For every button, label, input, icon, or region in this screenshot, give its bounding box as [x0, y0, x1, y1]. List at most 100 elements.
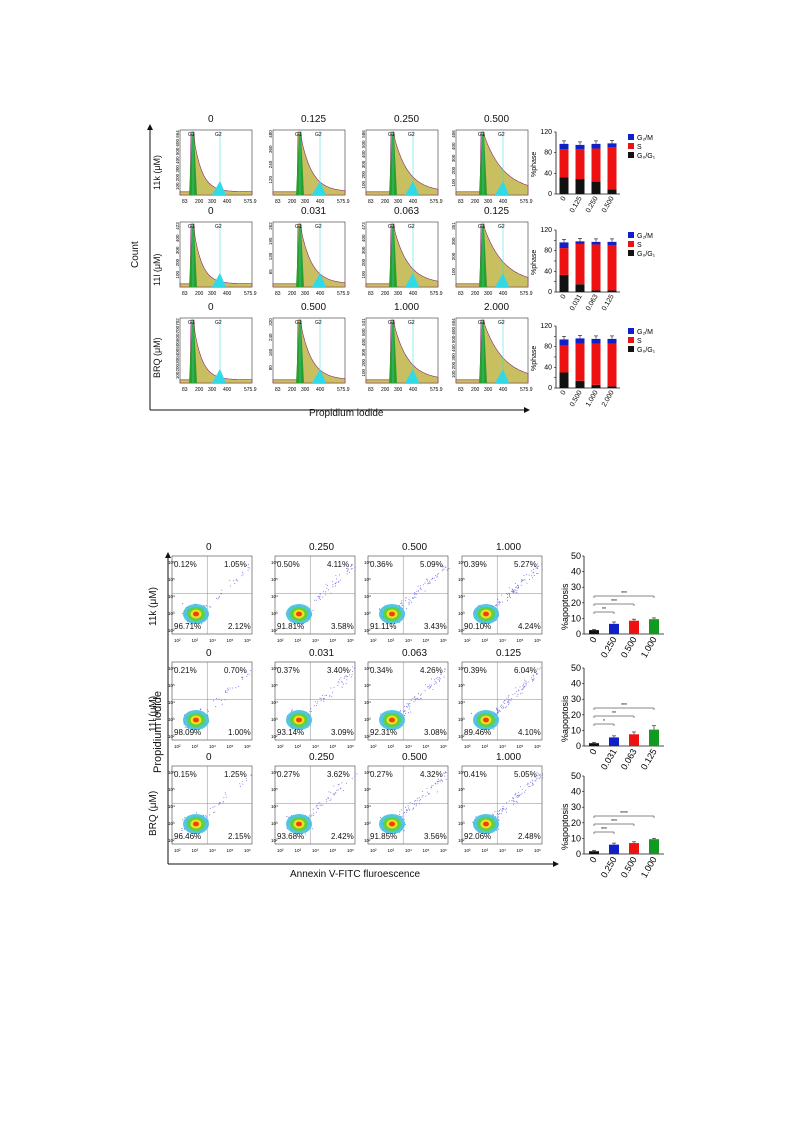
- dot-y-tick: 10²: [458, 838, 465, 843]
- concentration-label: 0.125: [484, 206, 510, 217]
- apoptosis-x-tick: 0.031: [599, 747, 619, 772]
- g2-peak-label: G2: [315, 320, 322, 326]
- quadrant-lr-percent: 1.00%: [228, 728, 251, 737]
- scatter-point: [403, 710, 405, 712]
- legend-label: G₂/M: [637, 329, 653, 336]
- scatter-point: [420, 799, 422, 801]
- scatter-point: [534, 780, 536, 782]
- g2-peak: [212, 369, 226, 383]
- hist-y-tick: 200: [361, 258, 366, 266]
- concentration-label: 0.500: [402, 752, 428, 763]
- scatter-point: [412, 807, 414, 809]
- dot-x-tick: 10⁴: [209, 638, 216, 643]
- plot-frame: [367, 661, 449, 741]
- scatter-point: [511, 589, 513, 591]
- quadrant-ul-percent: 0.27%: [277, 770, 300, 779]
- scatter-point: [506, 706, 508, 708]
- hist-y-tick: 100: [451, 268, 456, 276]
- plot-frame: [461, 555, 543, 635]
- scatter-point: [440, 674, 442, 675]
- scatter-point: [181, 828, 183, 829]
- g2-peak-label: G2: [315, 224, 322, 230]
- hist-y-tick: 360: [268, 145, 273, 153]
- quadrant-ur-percent: 5.09%: [420, 560, 443, 569]
- apoptosis-y-tick: 30: [571, 694, 581, 704]
- scatter-point: [318, 802, 320, 804]
- scatter-point: [417, 585, 419, 587]
- quadrant-lr-percent: 2.48%: [518, 832, 541, 841]
- scatter-point: [330, 592, 332, 594]
- scatter-point: [339, 579, 341, 581]
- dot-plot: 10² 10² 10³ 10³ 10⁴ 10⁴ 10⁵ 10⁵ 10⁶ 10⁶: [364, 765, 449, 853]
- dot-y-tick: 10⁴: [458, 594, 465, 599]
- apoptosis-x-tick: 0.125: [639, 747, 659, 772]
- scatter-point: [505, 808, 507, 810]
- dot-x-tick: 10⁵: [423, 638, 430, 643]
- scatter-point: [338, 574, 340, 576]
- dot-x-tick: 10²: [174, 744, 181, 749]
- histogram-plot: G1 G2 83 200 300 400 575.9 100 200 300 400 473: [361, 221, 443, 297]
- scatter-point: [439, 680, 441, 682]
- density-core: [193, 717, 199, 723]
- apoptosis-bar: [589, 743, 599, 746]
- scatter-point: [430, 578, 432, 580]
- scatter-point: [341, 682, 343, 684]
- scatter-point: [320, 697, 322, 699]
- scatter-point: [335, 792, 337, 794]
- scatter-point: [430, 684, 432, 686]
- stacked-bar-segment: [607, 338, 617, 344]
- hist-x-tick: 400: [223, 199, 232, 205]
- quadrant-ul-percent: 0.41%: [464, 770, 487, 779]
- hist-x-tick: 300: [301, 199, 310, 205]
- dot-x-tick: 10⁴: [312, 744, 319, 749]
- scatter-point: [215, 698, 217, 699]
- stacked-bar-segment: [575, 243, 585, 285]
- dot-x-tick: 10⁵: [517, 744, 524, 749]
- scatter-point: [444, 775, 446, 777]
- scatter-point: [350, 565, 352, 567]
- dot-x-tick: 10³: [295, 744, 302, 749]
- scatter-point: [533, 575, 535, 576]
- scatter-point: [429, 684, 431, 686]
- scatter-point: [408, 604, 410, 606]
- dot-y-tick: 10²: [271, 734, 278, 739]
- scatter-point: [518, 690, 520, 692]
- stacked-bar-segment: [591, 338, 601, 344]
- scatter-point: [305, 833, 307, 835]
- stacked-bar-segment: [559, 177, 569, 194]
- phase-x-tick: 0: [560, 195, 568, 202]
- dot-y-tick: 10³: [458, 717, 465, 722]
- hist-y-tick: 200: [361, 358, 366, 366]
- scatter-point: [340, 677, 342, 679]
- scatter-point: [319, 595, 321, 597]
- hist-x-tick: 200: [381, 291, 390, 297]
- scatter-point: [424, 690, 426, 692]
- scatter-point: [500, 813, 502, 815]
- significance-stars: ***: [601, 827, 607, 833]
- scatter-point: [329, 695, 331, 697]
- dot-x-tick: 10⁵: [227, 638, 234, 643]
- scatter-point: [182, 603, 184, 605]
- scatter-point: [539, 776, 541, 778]
- scatter-point: [247, 563, 249, 565]
- density-core: [193, 821, 199, 827]
- scatter-point: [421, 796, 423, 798]
- stacked-bar-segment: [559, 345, 569, 373]
- scatter-point: [440, 780, 442, 782]
- dot-y-tick: 10⁶: [458, 560, 465, 565]
- quadrant-ll-percent: 90.10%: [464, 622, 492, 631]
- scatter-point: [427, 583, 429, 585]
- scatter-point: [346, 570, 348, 572]
- scatter-point: [346, 679, 348, 681]
- legend-label: S: [637, 338, 642, 345]
- scatter-point: [509, 593, 510, 594]
- dot-x-tick: 10²: [277, 638, 284, 643]
- scatter-point: [333, 794, 335, 796]
- scatter-point: [247, 566, 249, 568]
- scatter-point: [409, 802, 411, 803]
- stacked-bar-segment: [607, 244, 617, 291]
- histogram-plot: G1 G2 83 200 300 400 575.9 120 240 360 480: [268, 129, 350, 205]
- hist-y-tick: 406: [451, 130, 456, 138]
